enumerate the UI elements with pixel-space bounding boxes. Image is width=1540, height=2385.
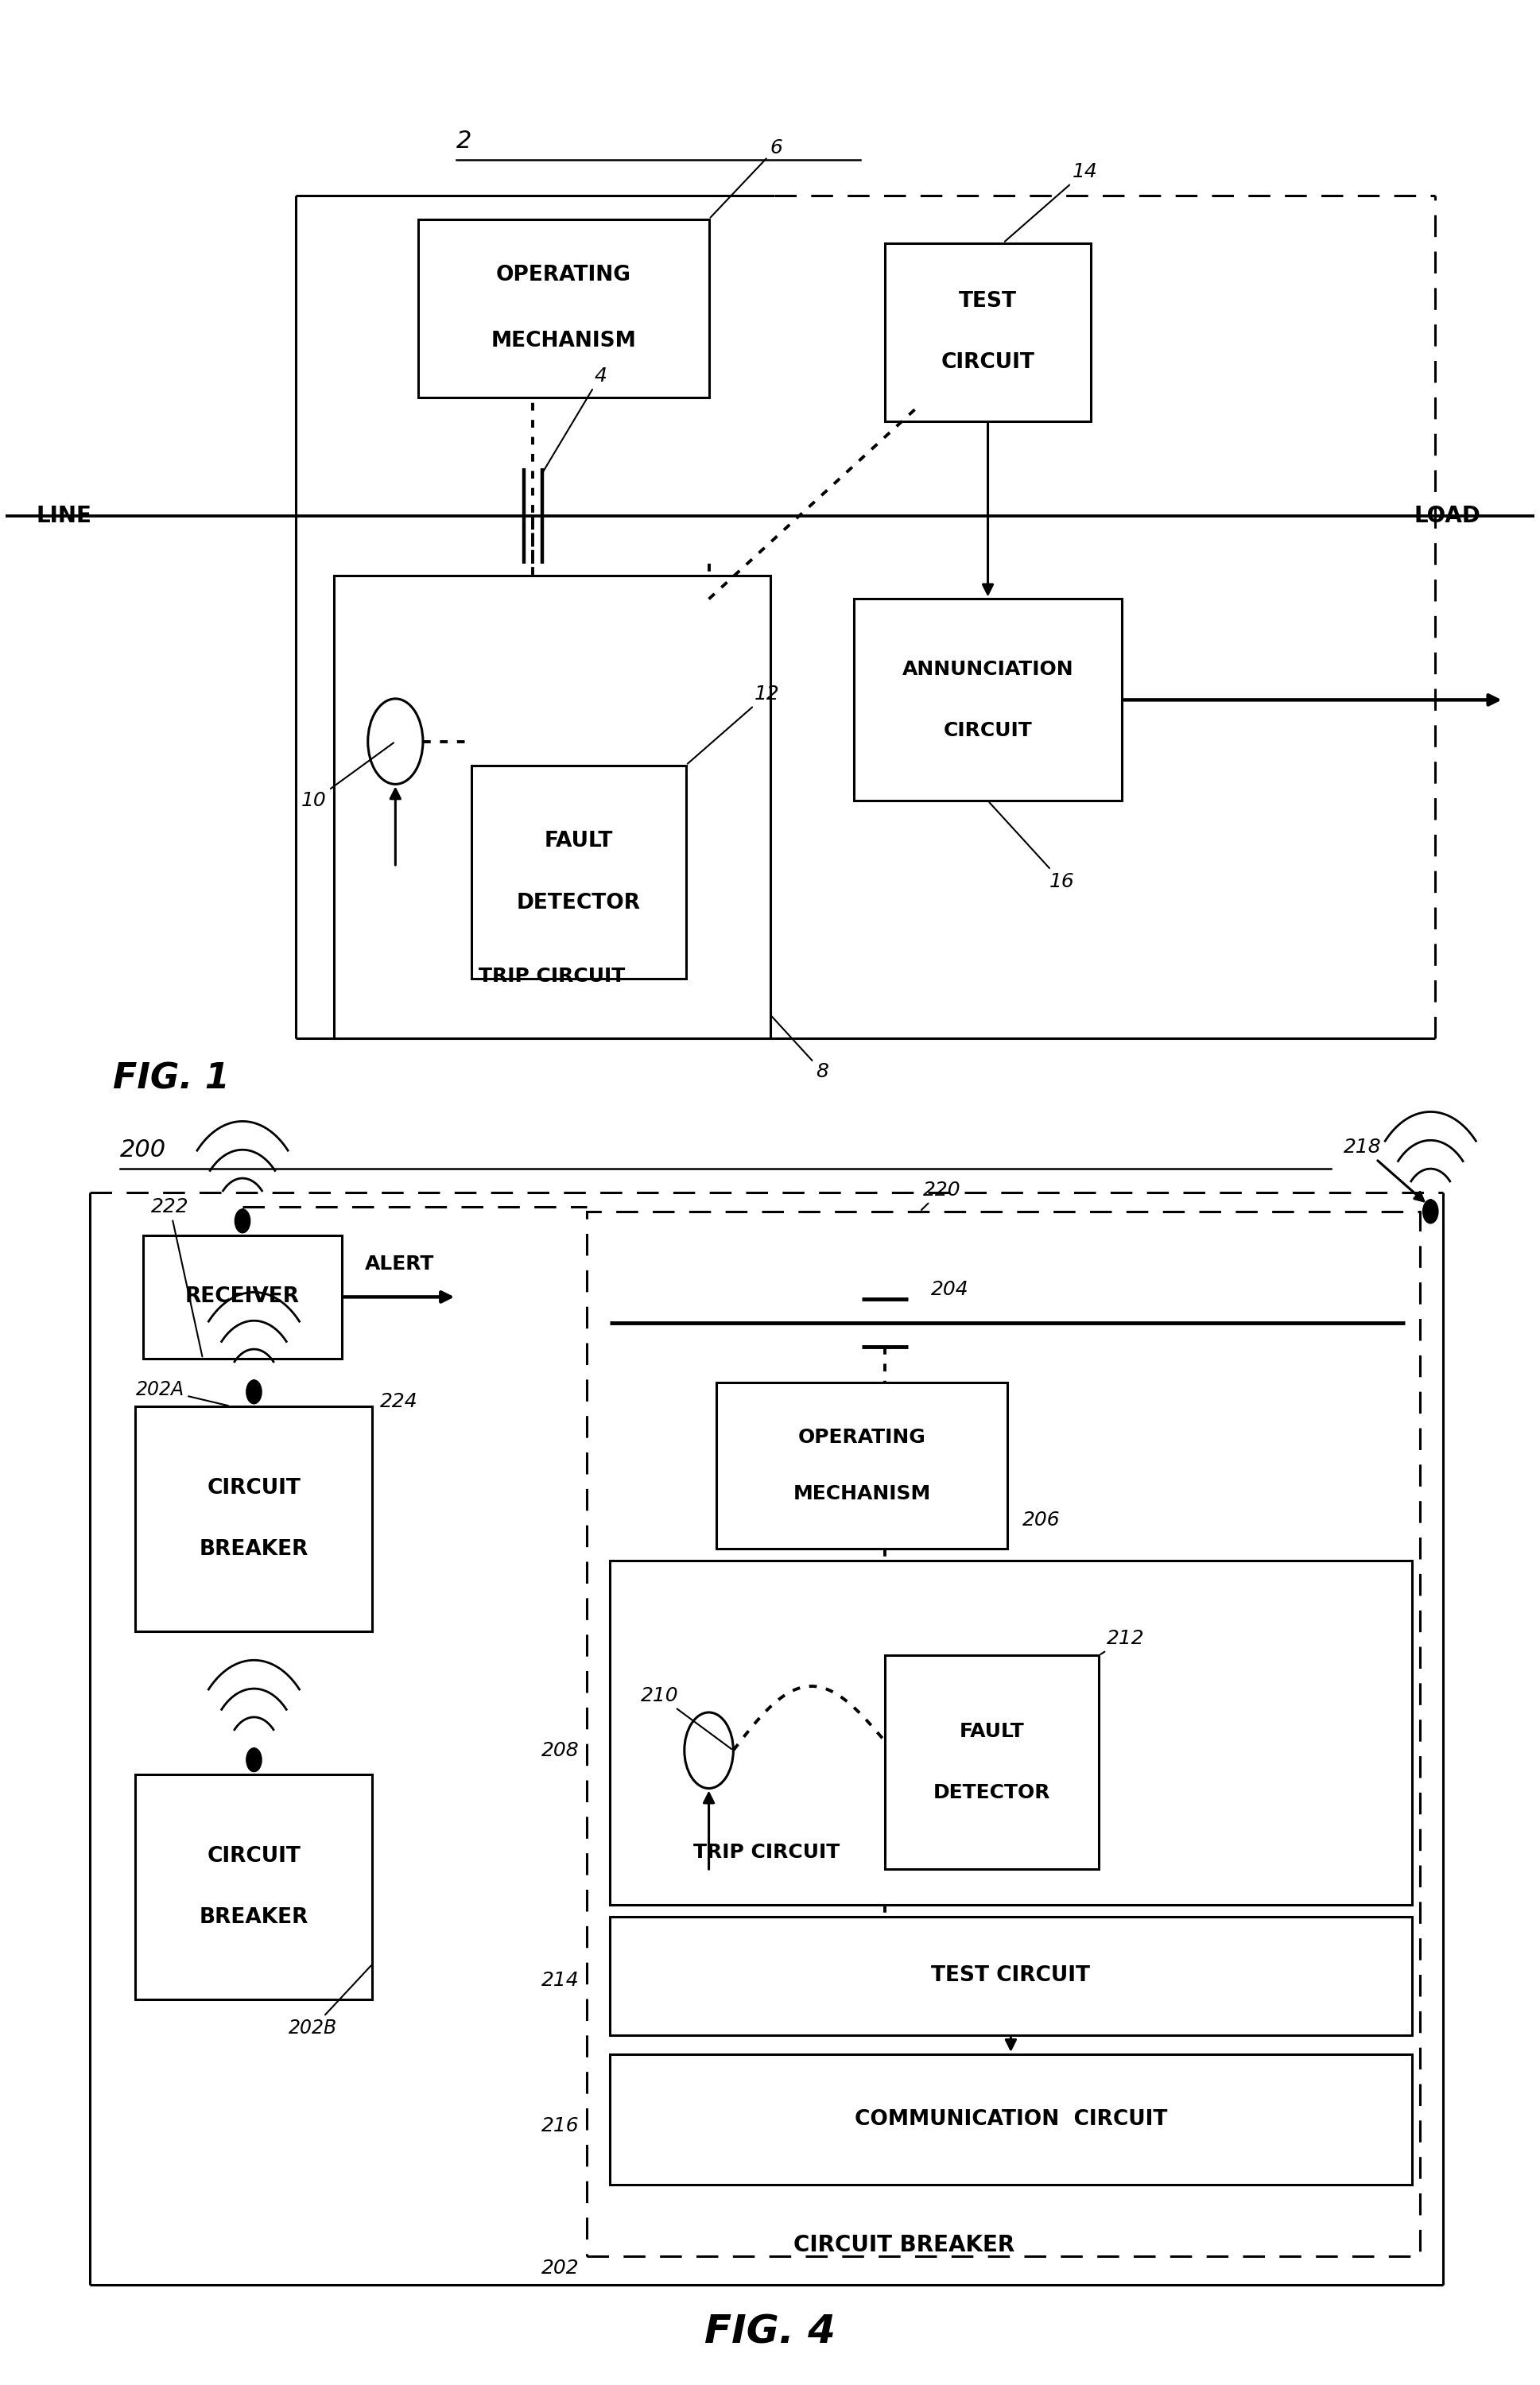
Text: 224: 224 <box>380 1393 417 1412</box>
Bar <box>855 599 1121 801</box>
Text: MECHANISM: MECHANISM <box>491 332 636 351</box>
Text: COMMUNICATION  CIRCUIT: COMMUNICATION CIRCUIT <box>855 2108 1167 2130</box>
Text: CIRCUIT: CIRCUIT <box>206 1846 300 1867</box>
Text: 222: 222 <box>151 1197 202 1357</box>
Bar <box>610 1918 1412 2034</box>
Text: LINE: LINE <box>35 506 92 527</box>
Text: CIRCUIT: CIRCUIT <box>206 1479 300 1498</box>
Bar <box>334 575 770 1037</box>
Text: 202: 202 <box>541 2259 579 2278</box>
Text: 216: 216 <box>541 2115 579 2135</box>
Bar <box>610 2053 1412 2185</box>
Text: CIRCUIT: CIRCUIT <box>941 353 1035 372</box>
Text: 200: 200 <box>120 1138 166 1161</box>
Text: TRIP CIRCUIT: TRIP CIRCUIT <box>479 966 625 985</box>
Text: TEST CIRCUIT: TEST CIRCUIT <box>932 1965 1090 1987</box>
Text: 4: 4 <box>544 367 607 472</box>
Text: TRIP CIRCUIT: TRIP CIRCUIT <box>693 1844 839 1863</box>
Bar <box>143 1235 342 1359</box>
Text: 8: 8 <box>772 1016 829 1080</box>
Text: FIG. 4: FIG. 4 <box>704 2313 836 2352</box>
Text: 16: 16 <box>989 801 1075 892</box>
Bar <box>471 766 685 978</box>
Text: DETECTOR: DETECTOR <box>933 1784 1050 1803</box>
Text: 2: 2 <box>456 129 471 153</box>
Text: FIG. 1: FIG. 1 <box>112 1061 229 1097</box>
Text: RECEIVER: RECEIVER <box>185 1286 300 1307</box>
Circle shape <box>246 1748 262 1772</box>
Text: DETECTOR: DETECTOR <box>517 892 641 913</box>
Text: 218: 218 <box>1344 1138 1425 1202</box>
Bar <box>610 1560 1412 1906</box>
Text: OPERATING: OPERATING <box>798 1429 926 1448</box>
Text: ALERT: ALERT <box>365 1255 434 1274</box>
Text: 214: 214 <box>541 1970 579 1989</box>
Text: 10: 10 <box>302 742 394 811</box>
Text: TEST: TEST <box>959 291 1016 312</box>
Text: 14: 14 <box>1004 162 1096 241</box>
Bar <box>884 1655 1098 1870</box>
Text: 206: 206 <box>1023 1510 1060 1529</box>
Text: BREAKER: BREAKER <box>199 1908 308 1927</box>
Text: ANNUNCIATION: ANNUNCIATION <box>902 661 1073 680</box>
Text: 12: 12 <box>687 684 779 763</box>
Text: 6: 6 <box>710 138 782 217</box>
Circle shape <box>246 1381 262 1405</box>
Text: CIRCUIT: CIRCUIT <box>944 720 1032 739</box>
Bar <box>136 1774 373 1999</box>
Text: LOAD: LOAD <box>1414 506 1481 527</box>
Circle shape <box>1423 1200 1438 1224</box>
Text: 202A: 202A <box>136 1381 228 1405</box>
Text: CIRCUIT BREAKER: CIRCUIT BREAKER <box>793 2235 1015 2256</box>
Text: FAULT: FAULT <box>959 1722 1024 1741</box>
Text: 220: 220 <box>921 1181 961 1209</box>
Text: OPERATING: OPERATING <box>496 265 631 286</box>
Text: BREAKER: BREAKER <box>199 1538 308 1560</box>
Text: FAULT: FAULT <box>545 830 613 851</box>
Bar <box>587 1212 1420 2256</box>
Bar <box>716 1383 1007 1548</box>
Bar <box>419 219 708 398</box>
Text: 204: 204 <box>930 1281 969 1300</box>
Circle shape <box>236 1209 249 1233</box>
Text: 210: 210 <box>641 1686 732 1748</box>
Bar <box>136 1407 373 1631</box>
Text: 202B: 202B <box>288 1965 371 2037</box>
Text: MECHANISM: MECHANISM <box>793 1483 930 1503</box>
Bar <box>884 243 1090 422</box>
Text: 212: 212 <box>1101 1629 1144 1655</box>
Text: 208: 208 <box>541 1741 579 1760</box>
